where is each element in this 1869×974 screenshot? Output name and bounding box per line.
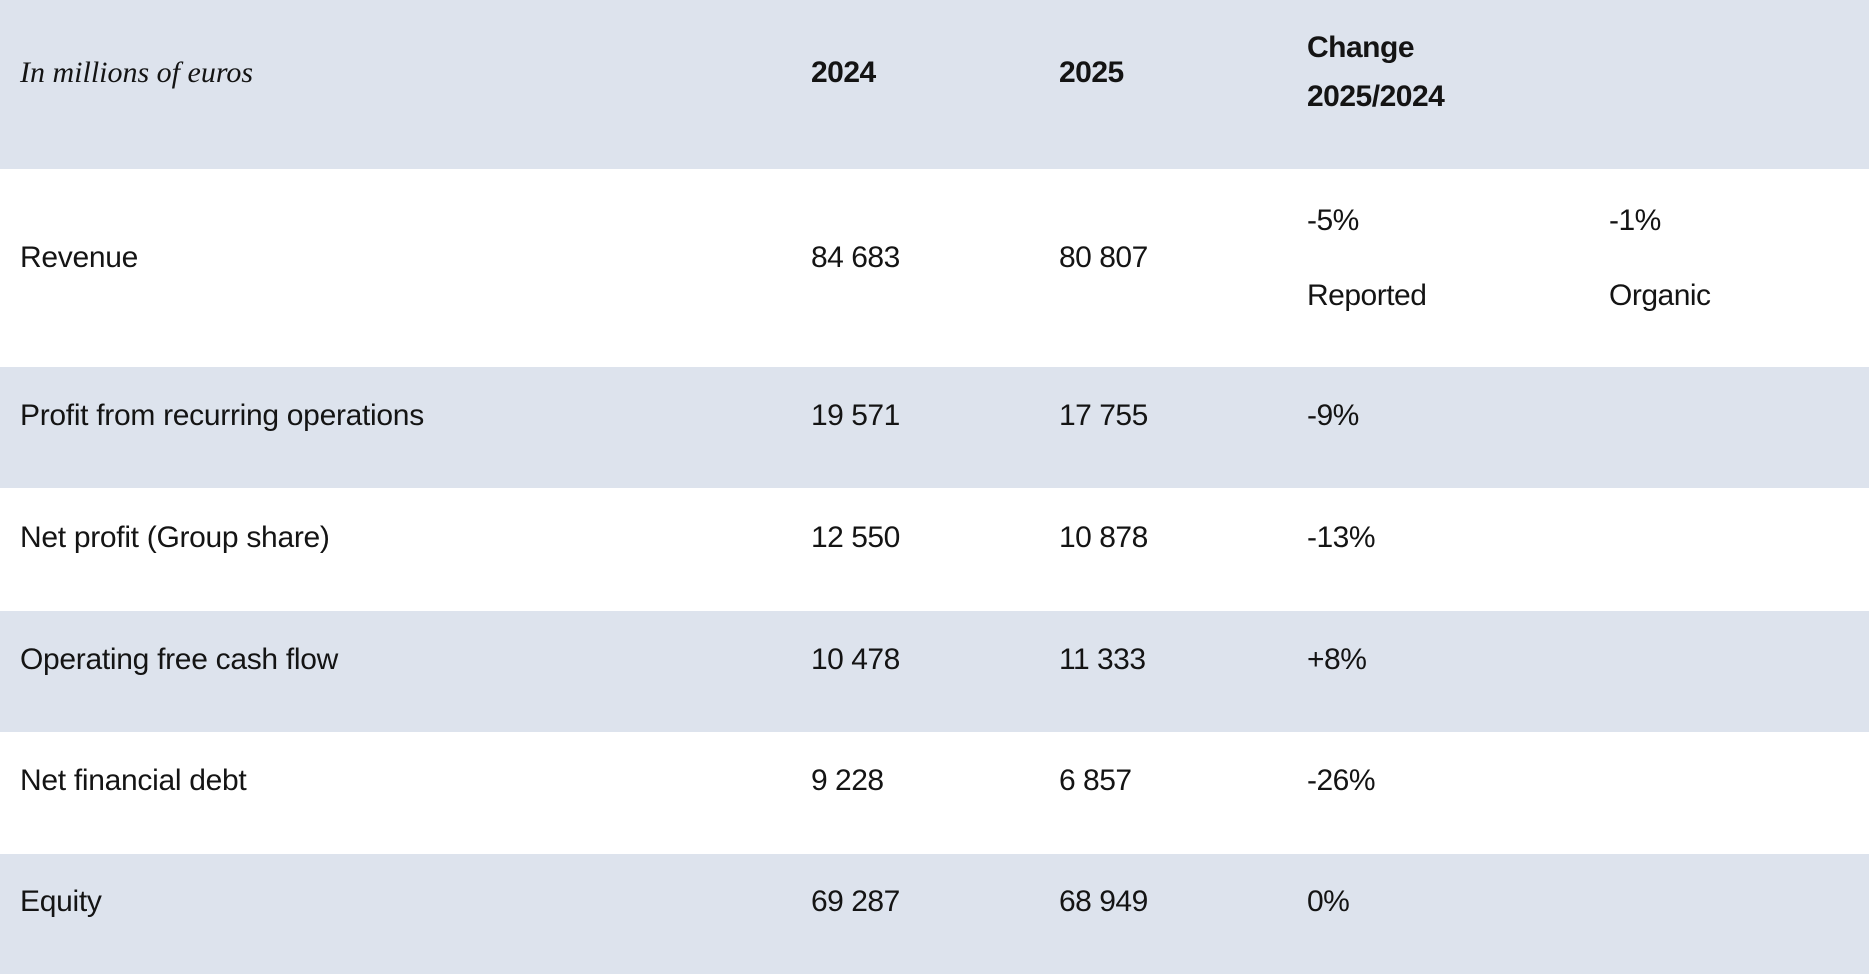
table-row-net-financial-debt: Net financial debt 9 228 6 857 -26% bbox=[0, 732, 1869, 854]
change-value: +8% bbox=[1307, 642, 1367, 676]
row-label: Revenue bbox=[20, 241, 138, 274]
value-2024: 69 287 bbox=[811, 885, 900, 918]
row-label: Operating free cash flow bbox=[20, 642, 338, 676]
change-reported-value: -5% bbox=[1307, 203, 1359, 237]
row-label: Equity bbox=[20, 885, 102, 918]
change-organic-label: Organic bbox=[1609, 278, 1711, 312]
table-row-revenue: Revenue 84 683 80 807 -5% Reported -1% O… bbox=[0, 169, 1869, 367]
table-header-row: In millions of euros 2024 2025 Change 20… bbox=[0, 0, 1869, 169]
value-2025: 80 807 bbox=[1059, 241, 1148, 274]
change-value: -9% bbox=[1307, 398, 1359, 432]
value-2025: 6 857 bbox=[1059, 764, 1132, 797]
column-header-change: Change 2025/2024 bbox=[1307, 30, 1445, 113]
value-2025: 10 878 bbox=[1059, 520, 1148, 554]
change-value: 0% bbox=[1307, 885, 1350, 918]
value-2024: 10 478 bbox=[811, 642, 900, 676]
row-label: Net financial debt bbox=[20, 764, 247, 797]
column-header-2024: 2024 bbox=[811, 55, 876, 89]
table-row-equity: Equity 69 287 68 949 0% bbox=[0, 854, 1869, 974]
value-2025: 68 949 bbox=[1059, 885, 1148, 918]
value-2025: 17 755 bbox=[1059, 398, 1148, 432]
row-label: Profit from recurring operations bbox=[20, 398, 424, 432]
value-2025: 11 333 bbox=[1059, 642, 1146, 676]
change-organic-value: -1% bbox=[1609, 203, 1661, 237]
value-2024: 12 550 bbox=[811, 520, 900, 554]
value-2024: 19 571 bbox=[811, 398, 900, 432]
table-row-net-profit-group-share: Net profit (Group share) 12 550 10 878 -… bbox=[0, 488, 1869, 611]
table-row-profit-recurring-operations: Profit from recurring operations 19 571 … bbox=[0, 367, 1869, 488]
value-2024: 9 228 bbox=[811, 764, 884, 797]
value-2024: 84 683 bbox=[811, 241, 900, 274]
row-label: Net profit (Group share) bbox=[20, 520, 330, 554]
column-header-2025: 2025 bbox=[1059, 55, 1124, 89]
change-value: -26% bbox=[1307, 764, 1376, 797]
change-value: -13% bbox=[1307, 520, 1376, 554]
unit-label: In millions of euros bbox=[20, 55, 254, 89]
change-reported-label: Reported bbox=[1307, 278, 1427, 312]
change-reported-cell: -5% Reported bbox=[1307, 203, 1609, 314]
change-organic-cell: -1% Organic bbox=[1609, 203, 1869, 314]
table-row-operating-free-cash-flow: Operating free cash flow 10 478 11 333 +… bbox=[0, 611, 1869, 732]
